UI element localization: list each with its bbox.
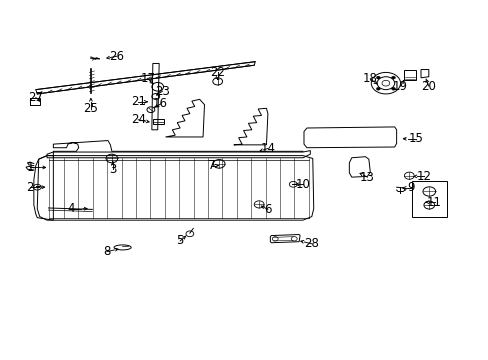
Text: 20: 20	[421, 80, 435, 93]
Text: 8: 8	[103, 245, 110, 258]
Text: 16: 16	[153, 98, 168, 111]
Text: 24: 24	[130, 113, 145, 126]
Text: 5: 5	[176, 234, 183, 247]
Text: 3: 3	[109, 163, 116, 176]
Text: 23: 23	[155, 85, 170, 98]
Text: 11: 11	[427, 196, 441, 209]
Text: 15: 15	[408, 132, 423, 145]
Text: 12: 12	[416, 170, 430, 183]
Text: 6: 6	[264, 203, 271, 216]
Text: 25: 25	[83, 103, 98, 116]
Text: 14: 14	[260, 142, 275, 155]
Text: 17: 17	[140, 72, 155, 85]
Text: 4: 4	[67, 202, 75, 215]
Text: 26: 26	[109, 50, 124, 63]
Bar	[153, 119, 163, 125]
Text: 13: 13	[359, 171, 374, 184]
Text: 2: 2	[26, 181, 34, 194]
Text: 10: 10	[295, 178, 310, 191]
Text: 18: 18	[362, 72, 377, 85]
Text: 22: 22	[210, 66, 224, 79]
Circle shape	[376, 87, 380, 90]
Text: 21: 21	[130, 95, 145, 108]
Circle shape	[376, 76, 380, 79]
Text: 28: 28	[304, 237, 319, 250]
Text: 27: 27	[28, 91, 43, 104]
Text: 19: 19	[392, 80, 407, 93]
Circle shape	[391, 87, 395, 90]
Circle shape	[391, 76, 395, 79]
Text: 9: 9	[407, 181, 414, 194]
Text: 7: 7	[207, 159, 215, 172]
Bar	[30, 98, 40, 105]
Text: 1: 1	[26, 161, 34, 174]
